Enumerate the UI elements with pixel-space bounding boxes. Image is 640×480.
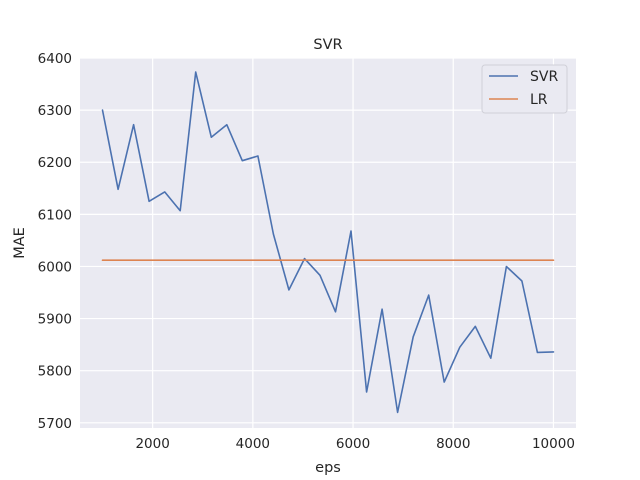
x-tick-label-3: 8000 [436, 436, 470, 452]
y-tick-label-0: 5700 [38, 416, 72, 432]
y-tick-label-5: 6200 [38, 155, 72, 171]
y-tick-label-2: 5900 [38, 312, 72, 328]
data-series [101, 71, 555, 414]
series-line-svr [101, 71, 555, 414]
y-axis-label: MAE [12, 227, 28, 259]
x-tick-label-4: 10000 [532, 436, 575, 452]
legend: SVR LR [481, 64, 568, 114]
legend-label-lr: LR [530, 92, 548, 108]
y-tick-label-6: 6300 [38, 103, 72, 119]
x-tick-label-1: 4000 [236, 436, 270, 452]
y-tick-label-7: 6400 [38, 51, 72, 67]
legend-box [481, 64, 568, 114]
y-tick-label-3: 6000 [38, 259, 72, 275]
y-tick-label-4: 6100 [38, 207, 72, 223]
x-tick-labels: 2000 4000 6000 8000 10000 [135, 436, 574, 452]
plot-background [80, 58, 576, 428]
x-tick-label-0: 2000 [135, 436, 169, 452]
y-tick-label-1: 5800 [38, 364, 72, 380]
chart-title: SVR [313, 37, 342, 53]
x-tick-label-2: 6000 [336, 436, 370, 452]
grid-lines [80, 57, 576, 428]
x-axis-label: eps [315, 460, 341, 476]
y-tick-labels: 5700 5800 5900 6000 6100 6200 6300 6400 [38, 51, 72, 432]
legend-label-svr: SVR [530, 69, 558, 85]
